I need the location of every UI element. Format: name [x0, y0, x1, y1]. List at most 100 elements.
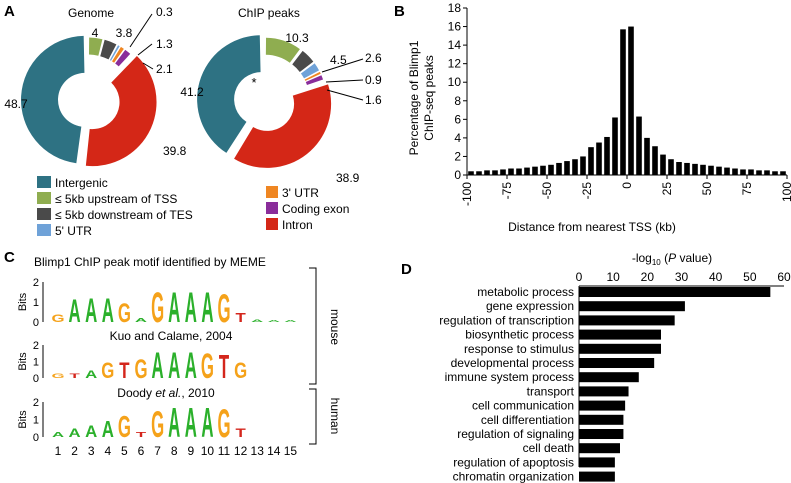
- panel-c-motif-logos: Blimp1 ChIP peak motif identified by MEM…: [17, 255, 342, 458]
- logo-letter-g: G: [134, 354, 147, 384]
- histogram-bar: [724, 167, 730, 175]
- slice-intron: [85, 56, 157, 167]
- go-x-tick-label-10: 10: [606, 270, 620, 284]
- histogram-bar: [516, 168, 522, 175]
- logo-letter-a: A: [185, 399, 197, 446]
- logo-letter-a: A: [168, 284, 180, 331]
- logo-letter-a: A: [85, 369, 97, 381]
- histogram-x-tick-label-0: 0: [620, 182, 634, 189]
- leader-line-coding-exon: [142, 62, 154, 70]
- logo-letter-t: T: [69, 372, 80, 380]
- logo-letter-a: A: [135, 317, 147, 323]
- logo-letter-a: A: [102, 290, 114, 329]
- legend-swatch-5-utr: [37, 224, 51, 236]
- go-x-tick-label-0: 0: [576, 270, 583, 284]
- histogram-bar: [684, 162, 690, 175]
- go-bar-chromatin-organization: [579, 471, 615, 482]
- logo-position-2: 2: [71, 444, 78, 458]
- logo-letter-a: A: [69, 294, 81, 329]
- histogram-bar: [548, 164, 554, 175]
- value-label-3-utr: 1.3: [156, 37, 173, 51]
- histogram-bar: [572, 159, 578, 175]
- logo-tick-kuo-2: 2: [33, 340, 39, 352]
- genome-title: Genome: [68, 6, 114, 20]
- logo-letter-g: G: [151, 284, 164, 331]
- legend-label-3-utr: 3' UTR: [282, 186, 319, 200]
- go-bar-gene-expression: [579, 301, 685, 312]
- legend-label-coding-exon: Coding exon: [282, 202, 349, 216]
- go-bar-regulation-of-transcription: [579, 315, 675, 326]
- logo-letter-a: A: [168, 346, 180, 387]
- genome-donut: 48.7 4 3.8 0.3 1.3 2.1 39.8: [4, 5, 187, 167]
- human-bracket: [309, 388, 317, 445]
- legend-label-intergenic: Intergenic: [55, 176, 108, 190]
- histogram-bar: [660, 154, 666, 175]
- logo-letter-g: G: [217, 287, 230, 331]
- legend-swatch-coding-exon: [266, 202, 278, 214]
- histogram-bar: [756, 170, 762, 175]
- logo-tick-doody-2: 2: [33, 397, 39, 409]
- donut-legend: Intergenic ≤ 5kb upstream of TSS ≤ 5kb dow…: [37, 176, 349, 238]
- legend-swatch-5kb-upstream-of-tss: [37, 192, 51, 204]
- logo-letter-g: G: [234, 359, 247, 384]
- histogram-bar: [492, 170, 498, 175]
- logo-letter-a: A: [268, 320, 281, 323]
- histogram-bar: [676, 162, 682, 175]
- value-label-intron: 38.9: [336, 171, 360, 185]
- go-x-tick-label-40: 40: [709, 270, 723, 284]
- leader-line-5-utr: [321, 58, 364, 73]
- legend-swatch-intergenic: [37, 176, 51, 188]
- histogram-bar: [540, 165, 546, 175]
- histogram-bar: [500, 169, 506, 175]
- significance-asterisk: *: [251, 75, 256, 90]
- histogram-bar: [780, 171, 786, 175]
- logo-position-11: 11: [218, 444, 231, 458]
- go-bar-response-to-stimulus: [579, 343, 661, 354]
- go-bar-developmental-process: [579, 358, 655, 368]
- histogram-x-tick-label--100: -100: [460, 182, 474, 206]
- logo-letter-a: A: [284, 320, 297, 323]
- histogram-bar: [652, 146, 658, 175]
- go-label-metabolic-process: metabolic process: [477, 285, 574, 299]
- histogram-bar: [700, 164, 706, 175]
- histogram-y-tick-label-12: 12: [448, 57, 462, 71]
- legend-swatch-3-utr: [266, 186, 278, 198]
- histogram-y-tick-label-8: 8: [454, 94, 461, 108]
- motif-subtitle-kuo: Kuo and Calame, 2004: [110, 329, 233, 343]
- go-label-developmental-process: developmental process: [451, 356, 574, 370]
- go-label-chromatin-organization: chromatin organization: [453, 470, 574, 483]
- logo-position-15: 15: [284, 444, 298, 458]
- logo-position-5: 5: [121, 444, 128, 458]
- logo-letter-t: T: [219, 348, 229, 386]
- histogram-x-tick-label-50: 50: [700, 182, 714, 196]
- histogram-x-tick-label-100: 100: [780, 182, 791, 202]
- logo-position-1: 1: [55, 444, 62, 458]
- logo-position-4: 4: [104, 444, 111, 458]
- logo-letter-a: A: [85, 290, 97, 329]
- logo-position-12: 12: [234, 444, 248, 458]
- bits-axis-label: Bits: [17, 410, 29, 429]
- go-axis-label: -log10 (P value): [632, 251, 712, 267]
- logo-position-3: 3: [88, 444, 95, 458]
- slice-5-utr: [300, 63, 320, 79]
- logo-tick-doody-0: 0: [33, 432, 39, 444]
- panel-b-histogram: Percentage of Blimp1 ChIP-seq peaks Dist…: [407, 1, 791, 234]
- motif-title: Blimp1 ChIP peak motif identified by MEM…: [34, 255, 266, 269]
- histogram-bar: [620, 29, 626, 176]
- slice-coding-exon: [305, 75, 324, 86]
- logo-letter-a: A: [185, 346, 197, 387]
- value-label-intergenic: 41.2: [180, 85, 204, 99]
- value-label-5kb-upstream-of-tss: 4: [92, 26, 99, 40]
- logo-letter-g: G: [118, 298, 131, 328]
- value-label-3-utr: 0.9: [365, 73, 382, 87]
- panel-d-go-terms: -log10 (P value) 0 10 20 30 40 50 60 metabolic …: [439, 251, 791, 483]
- legend-swatch-5kb-downstream-of-tes: [37, 208, 51, 220]
- logo-tick-doody-1: 1: [33, 415, 39, 427]
- histogram-bar: [468, 171, 474, 175]
- histogram-xlabel: Distance from nearest TSS (kb): [508, 220, 676, 234]
- value-label-5kb-downstream-of-tes: 3.8: [116, 26, 133, 40]
- mouse-bracket: [309, 267, 317, 385]
- histogram-bar: [556, 162, 562, 175]
